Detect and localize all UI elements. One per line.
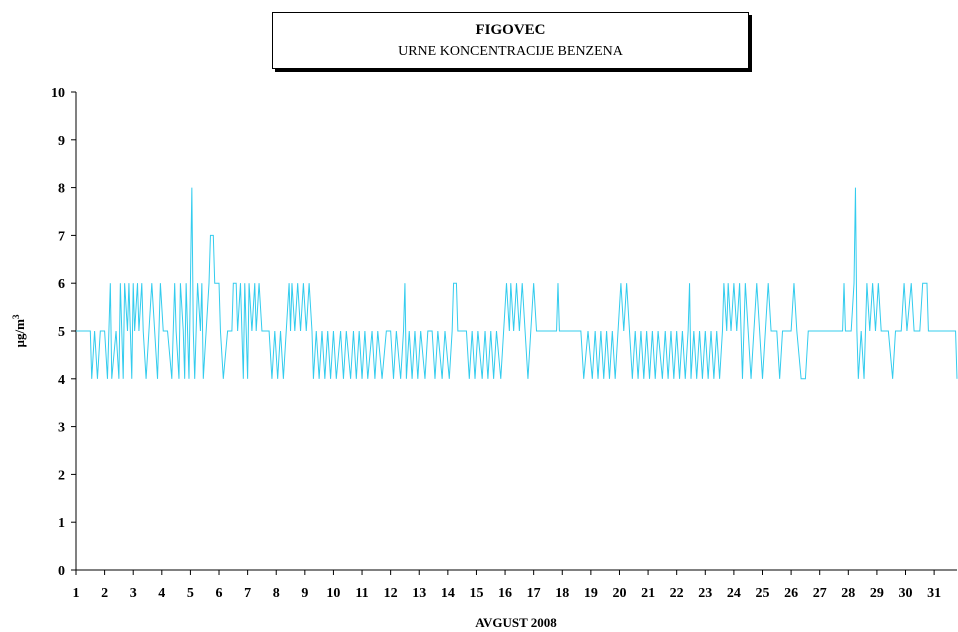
x-tick-label: 2 xyxy=(101,586,108,601)
y-axis-title-sup: 3 xyxy=(11,314,21,319)
y-tick-label: 6 xyxy=(58,277,65,292)
x-tick-label: 10 xyxy=(326,586,340,601)
x-tick-label: 6 xyxy=(216,586,223,601)
y-tick-label: 8 xyxy=(58,182,65,197)
y-axis-ticks: 0 1 2 3 4 5 6 7 8 9 10 xyxy=(51,86,76,579)
y-axis-title-base: µg/m xyxy=(12,319,27,348)
x-tick-label: 3 xyxy=(130,586,137,601)
x-tick-label: 31 xyxy=(927,586,941,601)
y-tick-label: 4 xyxy=(58,373,65,388)
x-tick-label: 7 xyxy=(244,586,251,601)
chart-title-box: FIGOVEC URNE KONCENTRACIJE BENZENA xyxy=(272,12,749,69)
x-tick-label: 15 xyxy=(469,586,483,601)
x-tick-label: 18 xyxy=(555,586,569,601)
x-tick-label: 1 xyxy=(73,586,80,601)
x-axis-title: AVGUST 2008 xyxy=(475,615,557,630)
x-tick-label: 23 xyxy=(698,586,712,601)
x-tick-label: 28 xyxy=(841,586,855,601)
x-tick-label: 30 xyxy=(899,586,913,601)
chart-subtitle: URNE KONCENTRACIJE BENZENA xyxy=(398,44,623,59)
x-axis-ticks: 1 2 3 4 5 6 7 8 9 10 11 12 13 14 15 16 17 18 19 20 21 22 23 24 2… xyxy=(73,570,941,601)
series-line-benzene xyxy=(76,187,958,380)
x-tick-label: 9 xyxy=(301,586,308,601)
y-tick-label: 5 xyxy=(58,325,65,340)
x-tick-label: 29 xyxy=(870,586,884,601)
chart-title: FIGOVEC xyxy=(475,22,546,38)
y-tick-label: 3 xyxy=(58,421,65,436)
x-tick-label: 25 xyxy=(755,586,769,601)
x-tick-label: 13 xyxy=(412,586,426,601)
x-tick-label: 8 xyxy=(273,586,280,601)
x-tick-label: 20 xyxy=(612,586,626,601)
y-tick-label: 9 xyxy=(58,134,65,149)
x-tick-label: 5 xyxy=(187,586,194,601)
x-tick-label: 16 xyxy=(498,586,512,601)
x-tick-label: 17 xyxy=(527,586,541,601)
x-tick-label: 22 xyxy=(670,586,684,601)
y-tick-label: 1 xyxy=(58,516,65,531)
x-tick-label: 4 xyxy=(158,586,165,601)
y-tick-label: 10 xyxy=(51,86,65,101)
x-tick-label: 21 xyxy=(641,586,655,601)
x-tick-label: 26 xyxy=(784,586,798,601)
y-tick-label: 7 xyxy=(58,229,65,244)
x-tick-label: 11 xyxy=(355,586,368,601)
x-tick-label: 24 xyxy=(727,586,741,601)
x-tick-label: 12 xyxy=(384,586,398,601)
x-tick-label: 19 xyxy=(584,586,598,601)
x-tick-label: 14 xyxy=(441,586,455,601)
y-tick-label: 2 xyxy=(58,468,65,483)
y-axis-title: µg/m3 xyxy=(11,314,27,347)
y-tick-label: 0 xyxy=(58,564,65,579)
x-tick-label: 27 xyxy=(813,586,827,601)
